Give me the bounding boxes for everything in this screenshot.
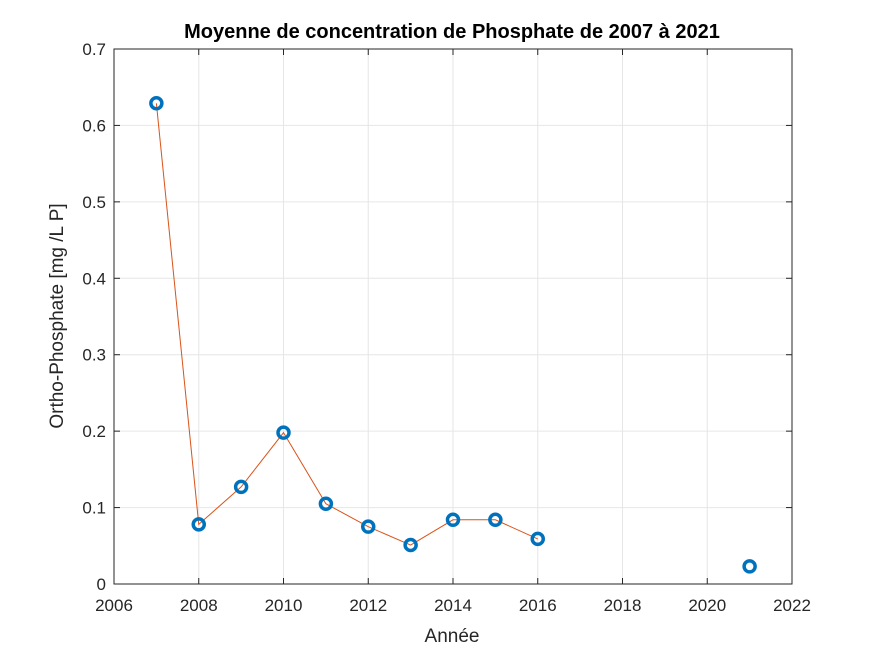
x-tick-label: 2012 <box>349 596 387 615</box>
y-tick-label: 0.3 <box>82 346 106 365</box>
data-point <box>191 517 206 532</box>
x-tick-label: 2016 <box>519 596 557 615</box>
data-point <box>403 537 418 553</box>
data-point <box>445 512 461 528</box>
y-tick-label: 0 <box>97 575 106 594</box>
axes <box>113 48 793 585</box>
y-tick-label: 0.4 <box>82 269 106 288</box>
x-tick-label: 2014 <box>434 596 472 615</box>
x-tick-label: 2010 <box>265 596 303 615</box>
x-tick-label: 2020 <box>688 596 726 615</box>
data-point <box>149 96 164 111</box>
series-group <box>149 96 757 574</box>
chart-title: Moyenne de concentration de Phosphate de… <box>184 21 720 43</box>
y-tick-label: 0.6 <box>82 116 106 135</box>
y-tick-label: 0.5 <box>82 193 106 212</box>
data-point <box>318 496 334 511</box>
x-tick-label: 2018 <box>604 596 642 615</box>
x-tick-label: 2006 <box>95 596 133 615</box>
y-axis-label: Ortho-Phosphate [mg /L P] <box>47 203 68 428</box>
y-tick-label: 0.2 <box>82 422 106 441</box>
data-point <box>488 512 503 528</box>
grid-lines <box>113 48 793 585</box>
x-tick-label: 2008 <box>180 596 218 615</box>
x-tick-label: 2022 <box>773 596 811 615</box>
data-point <box>361 519 376 534</box>
data-point <box>276 425 291 440</box>
data-point <box>233 479 249 495</box>
series-line <box>155 103 538 546</box>
y-tick-label: 0.7 <box>82 40 106 59</box>
x-axis-label: Année <box>425 626 480 647</box>
y-tick-label: 0.1 <box>82 499 106 518</box>
y-tick-labels: 0 0.1 0.2 0.3 0.4 0.5 0.6 0.7 <box>82 40 106 594</box>
x-tick-labels: 2006 2008 2010 2012 2014 2016 2018 2020 2022 <box>95 596 811 615</box>
data-point <box>530 531 545 547</box>
data-point <box>742 559 757 574</box>
